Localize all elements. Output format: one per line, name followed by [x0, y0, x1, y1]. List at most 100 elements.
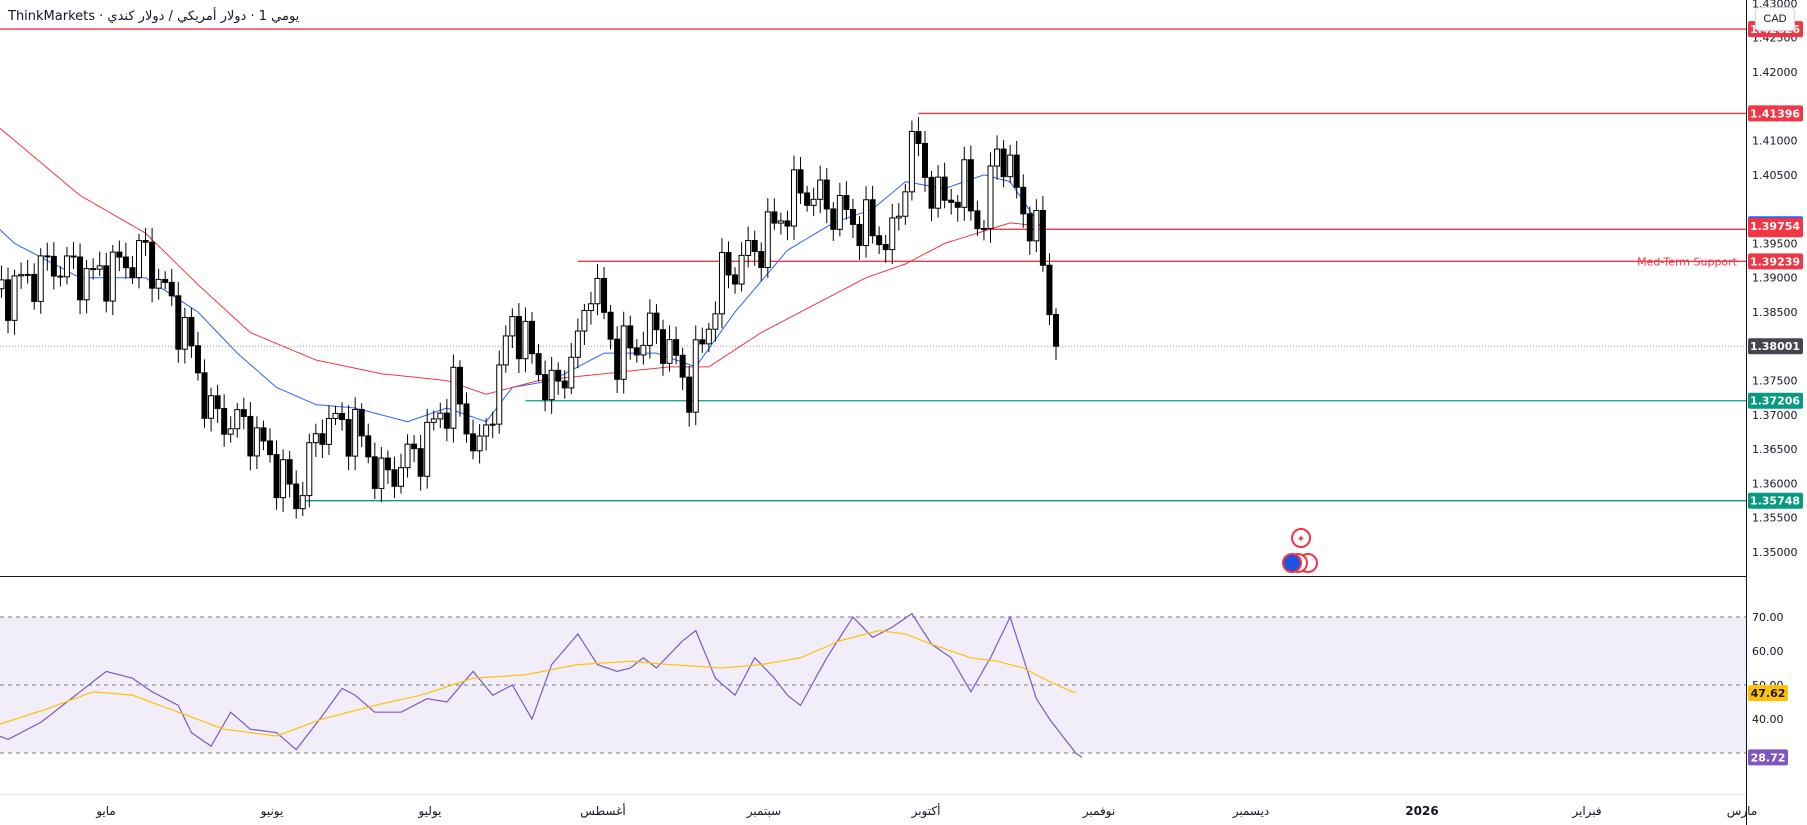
candle — [162, 278, 169, 283]
candle — [836, 195, 843, 230]
candle — [214, 395, 221, 410]
candle — [0, 279, 5, 290]
candle — [718, 252, 725, 315]
candle — [358, 409, 365, 437]
support-price-tag-label: 1.37206 — [1750, 395, 1800, 408]
candle — [705, 328, 712, 345]
candle — [234, 409, 241, 430]
candle — [391, 469, 398, 487]
candle — [299, 495, 306, 510]
price-chart[interactable]: Med-Term Support — [0, 0, 1746, 576]
economic-events[interactable]: ✦ — [1282, 528, 1318, 573]
currency-button[interactable]: CAD — [1755, 7, 1795, 31]
candle — [666, 339, 673, 364]
time-axis-label: مارس — [1727, 804, 1758, 819]
candle — [922, 142, 928, 178]
candle — [679, 354, 686, 378]
candle — [1020, 186, 1027, 215]
price-tick-label: 1.39000 — [1752, 272, 1798, 285]
candle — [339, 412, 346, 421]
price-tick-label: 1.42000 — [1752, 66, 1798, 79]
candle — [810, 198, 817, 206]
candle — [247, 415, 254, 457]
candle — [306, 442, 313, 497]
candle — [876, 235, 883, 246]
price-axis[interactable]: 1.35000 1.35500 1.36000 1.36500 1.37000 1.375… — [1746, 0, 1804, 825]
candle — [18, 274, 25, 277]
us-flag-icon[interactable] — [1282, 553, 1302, 573]
price-tick-label: 1.37500 — [1752, 375, 1798, 388]
candle — [974, 210, 981, 230]
time-axis-label: فبراير — [1571, 804, 1601, 819]
candle — [764, 211, 771, 269]
candle — [483, 424, 490, 437]
candle — [456, 366, 463, 405]
time-axis-label: سبتمبر — [746, 804, 781, 819]
candle — [293, 483, 300, 510]
last-price-tag-label: 1.38001 — [1750, 340, 1800, 353]
support-price-tag — [1748, 392, 1803, 409]
candle — [856, 223, 863, 246]
candle — [155, 278, 162, 289]
candle — [869, 199, 876, 237]
candle — [620, 325, 627, 380]
candle — [633, 347, 640, 356]
candle — [863, 199, 870, 246]
rsi-tick-label: 40.00 — [1752, 713, 1784, 726]
price-tick-label: 1.37000 — [1752, 409, 1798, 422]
price-tick-label: 1.35500 — [1752, 512, 1798, 525]
candle — [63, 255, 70, 278]
candle — [411, 443, 418, 450]
candle — [83, 268, 90, 301]
candle — [581, 309, 588, 332]
rsi-pane[interactable] — [0, 612, 1746, 758]
resistance-price-tag-label: 1.39239 — [1750, 255, 1800, 268]
time-axis[interactable]: مايو يونيو يوليو أغسطس سبتمبر أكتوبر نوفمبر ديس… — [0, 794, 1758, 820]
candle — [797, 169, 804, 194]
candle — [980, 228, 987, 231]
candle — [96, 265, 103, 270]
candle — [116, 251, 123, 258]
ema-fast-line — [0, 174, 1044, 423]
candle — [50, 255, 57, 277]
canada-flag-icon[interactable] — [1291, 528, 1311, 548]
candle — [332, 412, 339, 419]
candle — [673, 339, 680, 356]
resistance-price-tag-label: 1.41396 — [1750, 107, 1800, 120]
candle — [352, 409, 359, 457]
candle — [260, 427, 267, 442]
candle — [732, 274, 739, 285]
candle — [1039, 209, 1046, 266]
time-axis-label: 2026 — [1405, 804, 1438, 818]
candle — [627, 325, 634, 349]
symbol-title[interactable]: ThinkMarkets · يومي 1 · دولار أمريكي / د… — [8, 9, 300, 24]
main-plot-area — [0, 0, 1746, 576]
candle — [1013, 154, 1020, 188]
candle — [450, 366, 457, 429]
candle — [175, 295, 182, 350]
candle — [273, 454, 280, 499]
ema-slow-line — [0, 127, 1043, 395]
candle — [954, 201, 961, 208]
candle — [463, 403, 470, 435]
candle — [725, 252, 732, 276]
candle — [319, 433, 326, 445]
candle — [653, 312, 660, 331]
candle — [384, 457, 391, 471]
candle — [509, 316, 516, 337]
candle — [548, 369, 555, 401]
candle — [77, 256, 84, 301]
candle — [777, 220, 784, 224]
candle — [325, 417, 332, 445]
candle — [11, 275, 18, 321]
candle — [1033, 209, 1040, 242]
time-axis-label: ديسمبر — [1232, 804, 1270, 819]
candle — [994, 148, 1001, 167]
candle — [24, 273, 31, 276]
candle — [470, 433, 477, 452]
candle — [961, 159, 968, 208]
ema-price-tag — [1748, 218, 1803, 235]
candle — [640, 344, 647, 356]
price-tick-label: 1.39500 — [1752, 237, 1798, 250]
